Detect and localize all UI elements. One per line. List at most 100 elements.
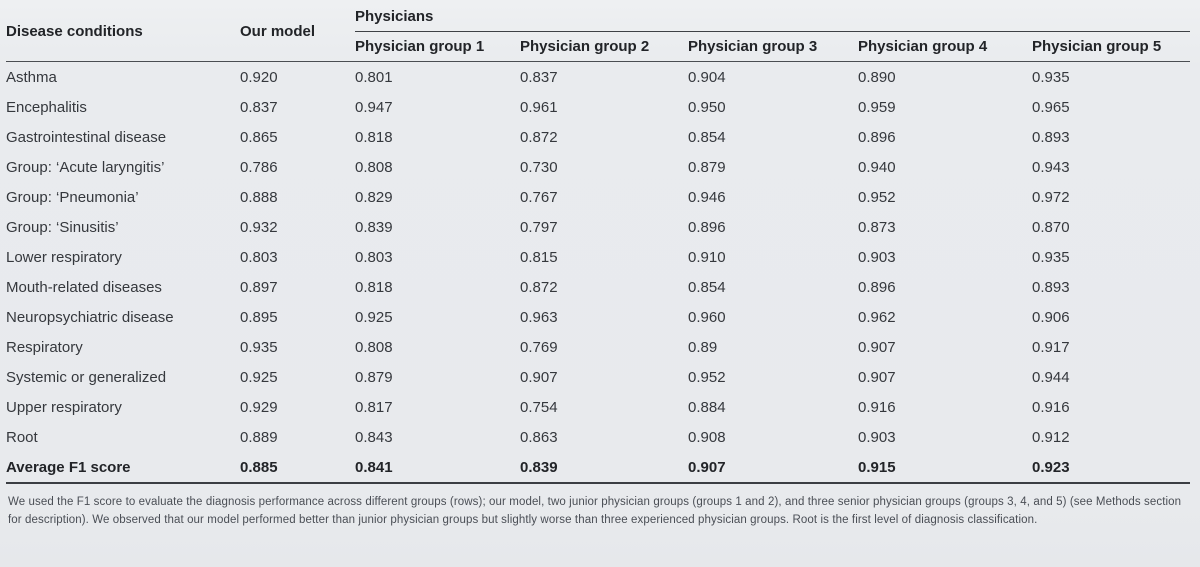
table-row: Group: ‘Sinusitis’ 0.932 0.839 0.797 0.896 0.… <box>6 212 1190 242</box>
score-value: 0.952 <box>688 368 726 386</box>
table-row: Encephalitis 0.837 0.947 0.961 0.950 0.959 0.9… <box>6 92 1190 122</box>
score-value: 0.935 <box>1032 68 1070 86</box>
score-value: 0.904 <box>688 68 726 86</box>
score-value: 0.865 <box>240 128 278 146</box>
table-row: Asthma 0.920 0.801 0.837 0.904 0.890 0.935 <box>6 62 1190 93</box>
score-value: 0.896 <box>688 218 726 236</box>
score-value: 0.947 <box>355 98 393 116</box>
score-value: 0.943 <box>1032 158 1070 176</box>
column-header-physician-group-2: Physician group 2 <box>520 31 688 62</box>
score-value: 0.890 <box>858 68 896 86</box>
table-row: Respiratory 0.935 0.808 0.769 0.89 0.907 0.917 <box>6 332 1190 362</box>
column-header-physician-group-5: Physician group 5 <box>1032 31 1191 62</box>
score-value: 0.837 <box>240 98 278 116</box>
score-value: 0.944 <box>1032 368 1070 386</box>
score-value: 0.910 <box>688 248 726 266</box>
score-value: 0.906 <box>1032 308 1070 326</box>
table-header: Disease conditions Our model Physicians … <box>6 2 1191 62</box>
score-value: 0.920 <box>240 68 278 86</box>
score-value: 0.730 <box>520 158 558 176</box>
score-value: 0.903 <box>858 248 896 266</box>
column-header-physician-group-3: Physician group 3 <box>688 31 858 62</box>
score-value: 0.925 <box>240 368 278 386</box>
score-value: 0.946 <box>688 188 726 206</box>
score-value: 0.801 <box>355 68 393 86</box>
row-label: Neuropsychiatric disease <box>6 308 174 326</box>
row-label: Asthma <box>6 68 57 86</box>
score-value: 0.854 <box>688 128 726 146</box>
score-value: 0.837 <box>520 68 558 86</box>
score-value: 0.925 <box>355 308 393 326</box>
row-label: Average F1 score <box>6 452 240 484</box>
table-row: Upper respiratory 0.929 0.817 0.754 0.884 0.9… <box>6 392 1190 422</box>
score-value: 0.873 <box>858 218 896 236</box>
score-value: 0.908 <box>688 428 726 446</box>
score-value: 0.907 <box>520 368 558 386</box>
score-value: 0.917 <box>1032 338 1070 356</box>
row-label: Group: ‘Acute laryngitis’ <box>6 158 165 176</box>
score-value: 0.912 <box>1032 428 1070 446</box>
row-label: Upper respiratory <box>6 398 122 416</box>
column-group-header-physicians: Physicians <box>355 2 1191 32</box>
score-value: 0.767 <box>520 188 558 206</box>
score-value: 0.803 <box>240 248 278 266</box>
table-row: Lower respiratory 0.803 0.803 0.815 0.910 0.9… <box>6 242 1190 272</box>
score-value: 0.972 <box>1032 188 1070 206</box>
table-footnote: We used the F1 score to evaluate the dia… <box>8 496 1182 527</box>
score-value: 0.960 <box>688 308 726 326</box>
score-value: 0.879 <box>688 158 726 176</box>
column-header-physician-group-1: Physician group 1 <box>355 31 520 62</box>
score-value: 0.889 <box>240 428 278 446</box>
score-value: 0.893 <box>1032 278 1070 296</box>
score-value: 0.903 <box>858 428 896 446</box>
score-value: 0.965 <box>1032 98 1070 116</box>
score-value: 0.769 <box>520 338 558 356</box>
row-label: Encephalitis <box>6 98 87 116</box>
score-value: 0.808 <box>355 338 393 356</box>
row-label: Gastrointestinal disease <box>6 128 167 146</box>
score-value: 0.932 <box>240 218 278 236</box>
f1-score-results-table: Disease conditions Our model Physicians … <box>6 2 1191 484</box>
score-value: 0.863 <box>520 428 558 446</box>
score-value: 0.884 <box>688 398 726 416</box>
score-value: 0.818 <box>355 278 393 296</box>
score-value: 0.963 <box>520 308 558 326</box>
score-value: 0.815 <box>520 248 558 266</box>
score-value: 0.803 <box>355 248 393 266</box>
table-row: Systemic or generalized 0.925 0.879 0.907 0.… <box>6 362 1190 392</box>
score-value: 0.895 <box>240 308 278 326</box>
score-value: 0.879 <box>355 368 393 386</box>
row-label: Group: ‘Sinusitis’ <box>6 218 119 236</box>
score-value: 0.843 <box>355 428 393 446</box>
table-body: Asthma 0.920 0.801 0.837 0.904 0.890 0.935 Ence… <box>6 62 1191 484</box>
header-row-1: Disease conditions Our model Physicians <box>6 2 1191 62</box>
score-value: 0.897 <box>240 278 278 296</box>
row-label: Root <box>6 428 38 446</box>
score-value: 0.952 <box>858 188 896 206</box>
table-row: Root 0.889 0.843 0.863 0.908 0.903 0.912 <box>6 422 1190 452</box>
row-label: Mouth-related diseases <box>6 278 162 296</box>
table-container: Disease conditions Our model Physicians … <box>6 2 1191 527</box>
score-value: 0.89 <box>688 338 718 356</box>
score-value: 0.872 <box>520 128 558 146</box>
score-value: 0.786 <box>240 158 278 176</box>
score-value: 0.915 <box>858 452 1032 484</box>
score-value: 0.950 <box>688 98 726 116</box>
column-header-physician-group-4: Physician group 4 <box>858 31 1032 62</box>
row-label: Lower respiratory <box>6 248 122 266</box>
score-value: 0.829 <box>355 188 393 206</box>
column-header-disease-conditions: Disease conditions <box>6 2 240 62</box>
score-value: 0.818 <box>355 128 393 146</box>
score-value: 0.896 <box>858 278 896 296</box>
table-row: Gastrointestinal disease 0.865 0.818 0.872 0… <box>6 122 1190 152</box>
column-header-our-model: Our model <box>240 2 355 62</box>
score-value: 0.959 <box>858 98 896 116</box>
table-row: Neuropsychiatric disease 0.895 0.925 0.963 0… <box>6 302 1190 332</box>
score-value: 0.893 <box>1032 128 1070 146</box>
score-value: 0.841 <box>355 452 520 484</box>
score-value: 0.935 <box>240 338 278 356</box>
score-value: 0.907 <box>688 452 858 484</box>
score-value: 0.929 <box>240 398 278 416</box>
table-row: Group: ‘Acute laryngitis’ 0.786 0.808 0.730… <box>6 152 1190 182</box>
score-value: 0.940 <box>858 158 896 176</box>
